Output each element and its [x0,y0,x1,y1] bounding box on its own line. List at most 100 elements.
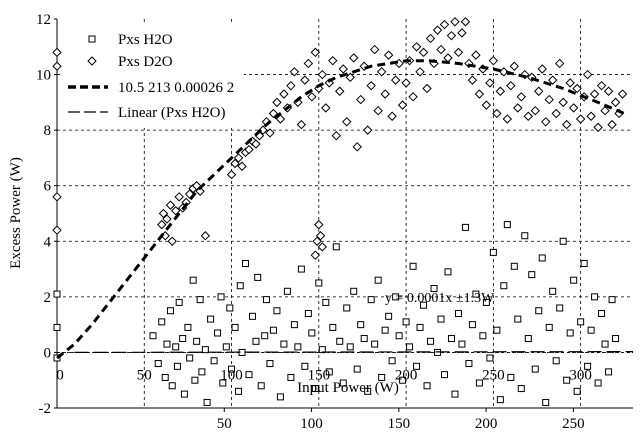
point-h2o [172,343,180,351]
x-tick-label-bottom: 100 [300,416,323,432]
point-h2o [357,321,365,329]
point-d2o [317,242,328,252]
point-h2o [257,382,265,390]
x-tick-label-inner: 300 [569,367,592,383]
point-h2o [587,326,595,334]
point-h2o [203,398,211,406]
legend: Pxs H2O Pxs D2O 10.5 213 0.00026 2 Linea… [62,25,244,128]
point-d2o [401,78,411,88]
point-d2o [174,192,184,202]
point-h2o [413,362,421,370]
point-d2o [251,139,261,149]
point-d2o [509,61,520,71]
point-h2o [535,307,543,315]
point-d2o [603,86,614,96]
point-d2o [314,219,324,230]
point-h2o [503,221,511,229]
point-h2o [343,304,351,312]
point-d2o [307,92,317,102]
point-d2o [436,44,446,55]
point-h2o [392,293,400,301]
point-h2o [608,296,616,304]
point-d2o [586,111,596,121]
legend-marker-square [88,35,96,43]
point-h2o [311,385,319,393]
point-h2o [301,362,309,370]
point-h2o [577,318,585,326]
point-h2o [598,310,606,318]
point-d2o [617,89,628,99]
point-h2o [222,343,230,351]
point-h2o [605,368,613,376]
point-d2o [589,89,600,99]
point-h2o [235,387,243,395]
point-h2o [283,287,291,295]
point-d2o [200,231,211,241]
point-h2o [468,321,476,329]
point-h2o [427,337,435,345]
point-d2o [286,80,296,91]
point-h2o [276,393,284,401]
point-h2o [219,379,227,387]
x-tick-label-inner: 150 [308,367,331,383]
point-d2o [345,72,355,83]
point-d2o [300,75,310,85]
point-h2o [451,390,459,398]
point-d2o [272,97,282,108]
point-h2o [287,373,295,381]
point-h2o [566,329,574,337]
point-h2o [329,323,337,331]
point-h2o [545,323,553,331]
x-tick-label-inner: 250 [482,367,505,383]
point-d2o [195,186,205,196]
legend-marker-diamond [87,56,97,66]
point-d2o [537,64,547,74]
point-d2o [506,80,516,91]
point-d2o [383,50,394,60]
point-h2o [53,290,61,298]
point-d2o [338,64,348,74]
point-h2o [201,346,209,354]
y-tick-label: 10 [36,68,51,84]
fit-annotation: y = 0.0001x ±1.3W [385,291,495,306]
legend-label-linear: Linear (Pxs H2O) [118,105,225,121]
point-h2o [458,340,466,348]
point-h2o [53,323,61,331]
point-d2o [397,100,408,110]
point-h2o [207,315,215,323]
point-d2o [544,94,554,105]
point-h2o [388,357,396,365]
point-d2o [467,75,478,85]
point-h2o [332,243,340,251]
point-h2o [226,304,234,312]
point-d2o [415,67,425,77]
point-d2o [485,78,495,88]
point-h2o [336,337,344,345]
point-d2o [157,219,167,230]
point-d2o [335,86,345,96]
point-d2o [565,78,575,88]
point-h2o [214,329,222,337]
point-d2o [516,92,526,102]
point-h2o [262,296,270,304]
point-d2o [310,47,321,58]
point-d2o [356,94,366,105]
point-h2o [594,379,602,387]
y-axis-title: Excess Power (W) [8,157,24,269]
y-tick-label: 4 [44,234,52,250]
point-h2o [339,379,347,387]
point-d2o [558,97,568,108]
point-d2o [312,236,322,246]
point-h2o [409,262,417,270]
y-tick-label: -2 [39,401,52,417]
point-d2o [387,111,397,121]
point-h2o [371,340,379,348]
point-h2o [399,376,407,384]
point-h2o [367,296,375,304]
tick-labels: -2 0 2 4 6 8 10 12 0 50 100 150 200 250 300 50 100 150 200… [36,12,592,432]
point-h2o [364,387,372,395]
point-h2o [166,307,174,315]
point-d2o [492,108,502,119]
point-h2o [378,373,386,381]
point-d2o [457,28,467,38]
